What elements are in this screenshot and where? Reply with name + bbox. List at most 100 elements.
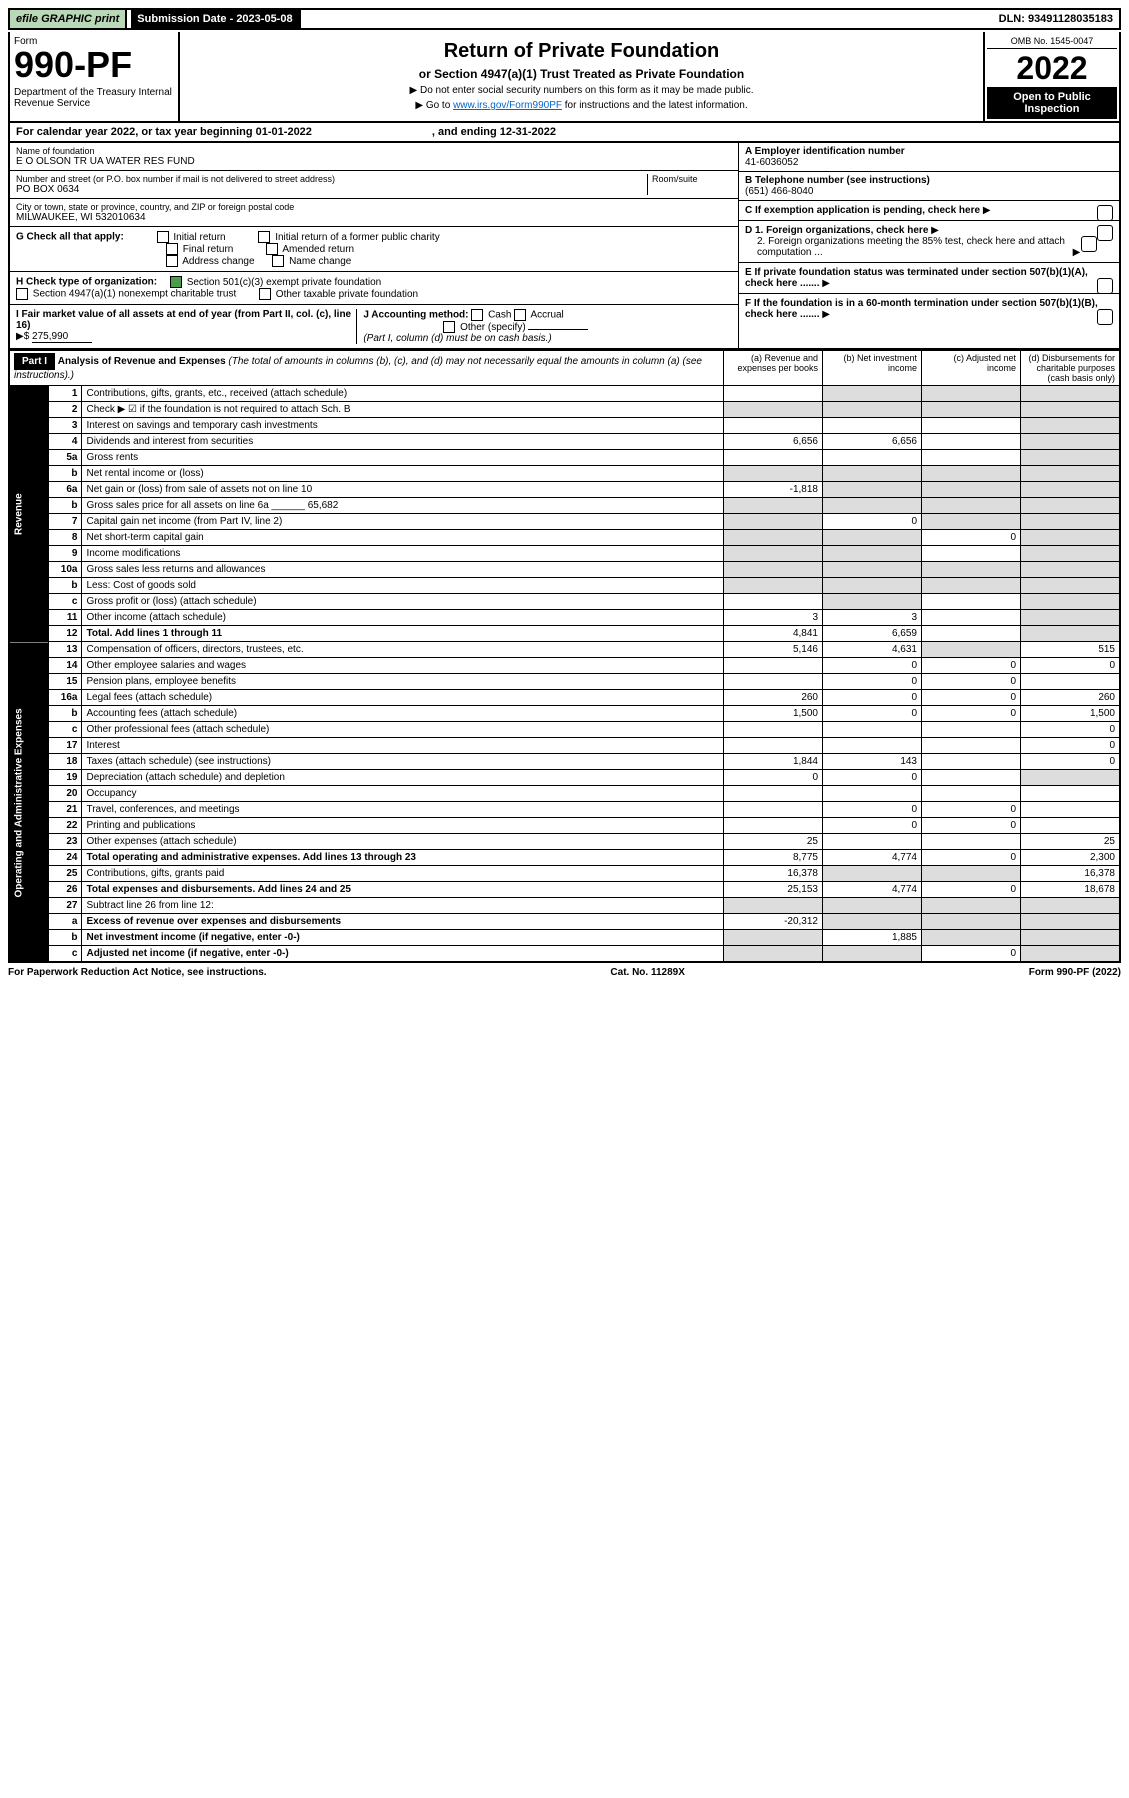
cell: 0 — [1021, 658, 1121, 674]
cell — [922, 738, 1021, 754]
checkbox-e[interactable] — [1097, 278, 1113, 294]
addr-label: Number and street (or P.O. box number if… — [16, 174, 647, 184]
cell: 25 — [1021, 834, 1121, 850]
row-desc: Pension plans, employee benefits — [82, 674, 724, 690]
cell — [922, 754, 1021, 770]
checkbox-accrual[interactable] — [514, 309, 526, 321]
cell — [724, 562, 823, 578]
cell — [1021, 930, 1121, 946]
cell: 0 — [922, 818, 1021, 834]
checkbox-c[interactable] — [1097, 205, 1113, 221]
row-num: 13 — [49, 642, 82, 658]
table-row: bNet rental income or (loss) — [9, 466, 1120, 482]
row-desc: Taxes (attach schedule) (see instruction… — [82, 754, 724, 770]
table-row: bNet investment income (if negative, ent… — [9, 930, 1120, 946]
entity-info: Name of foundation E O OLSON TR UA WATER… — [8, 143, 1121, 350]
ein-label: A Employer identification number — [745, 146, 905, 157]
table-row: 12Total. Add lines 1 through 114,8416,65… — [9, 626, 1120, 642]
checkbox-other-acct[interactable] — [443, 321, 455, 333]
cell — [724, 946, 823, 963]
cell — [724, 658, 823, 674]
cell: 515 — [1021, 642, 1121, 658]
checkbox-d1[interactable] — [1097, 225, 1113, 241]
table-row: 27Subtract line 26 from line 12: — [9, 898, 1120, 914]
cell — [724, 418, 823, 434]
cell — [1021, 546, 1121, 562]
row-num: c — [49, 946, 82, 963]
table-row: 22Printing and publications00 — [9, 818, 1120, 834]
cell — [823, 786, 922, 802]
cell — [922, 498, 1021, 514]
row-num: 23 — [49, 834, 82, 850]
checkbox-f[interactable] — [1097, 309, 1113, 325]
cell: 0 — [823, 802, 922, 818]
row-desc: Other professional fees (attach schedule… — [82, 722, 724, 738]
cell — [724, 578, 823, 594]
cell — [1021, 418, 1121, 434]
section-h: H Check type of organization: Section 50… — [10, 272, 738, 305]
row-num: b — [49, 930, 82, 946]
checkbox-cash[interactable] — [471, 309, 483, 321]
cell: 3 — [724, 610, 823, 626]
cell — [724, 898, 823, 914]
table-row: 17Interest0 — [9, 738, 1120, 754]
row-desc: Interest — [82, 738, 724, 754]
row-num: b — [49, 498, 82, 514]
row-desc: Contributions, gifts, grants, etc., rece… — [82, 386, 724, 402]
table-row: 10aGross sales less returns and allowanc… — [9, 562, 1120, 578]
section-ij: I Fair market value of all assets at end… — [10, 305, 738, 348]
row-desc: Other expenses (attach schedule) — [82, 834, 724, 850]
cell — [1021, 482, 1121, 498]
form-link[interactable]: www.irs.gov/Form990PF — [453, 100, 562, 111]
dept-label: Department of the Treasury Internal Reve… — [14, 87, 174, 109]
part1-table: Part I Analysis of Revenue and Expenses … — [8, 350, 1121, 963]
row-num: 8 — [49, 530, 82, 546]
form-subtitle: or Section 4947(a)(1) Trust Treated as P… — [184, 67, 979, 81]
cell: 0 — [823, 514, 922, 530]
row-num: 27 — [49, 898, 82, 914]
address: PO BOX 0634 — [16, 184, 647, 195]
cell — [922, 514, 1021, 530]
row-num: 22 — [49, 818, 82, 834]
calendar-year: For calendar year 2022, or tax year begi… — [8, 123, 1121, 143]
cell — [1021, 530, 1121, 546]
checkbox-other-tax[interactable] — [259, 288, 271, 300]
cell: 0 — [724, 770, 823, 786]
submission-date: Submission Date - 2023-05-08 — [131, 10, 300, 28]
cell — [823, 386, 922, 402]
cell: 0 — [823, 674, 922, 690]
i-label: I Fair market value of all assets at end… — [16, 309, 351, 331]
row-num: c — [49, 722, 82, 738]
table-row: 11Other income (attach schedule)33 — [9, 610, 1120, 626]
name-label: Name of foundation — [16, 146, 732, 156]
row-desc: Interest on savings and temporary cash i… — [82, 418, 724, 434]
cell: 1,500 — [1021, 706, 1121, 722]
row-desc: Income modifications — [82, 546, 724, 562]
row-num: 16a — [49, 690, 82, 706]
cell — [724, 450, 823, 466]
phone-value: (651) 466-8040 — [745, 186, 813, 197]
d1-label: D 1. Foreign organizations, check here — [745, 225, 928, 236]
cell — [724, 738, 823, 754]
cell: 4,841 — [724, 626, 823, 642]
tax-year: 2022 — [987, 49, 1117, 87]
cell: 18,678 — [1021, 882, 1121, 898]
cell: 0 — [922, 946, 1021, 963]
efile-badge[interactable]: efile GRAPHIC print — [10, 10, 127, 28]
checkbox-4947[interactable] — [16, 288, 28, 300]
cell — [724, 802, 823, 818]
checkbox-501c3[interactable] — [170, 276, 182, 288]
footer-left: For Paperwork Reduction Act Notice, see … — [8, 967, 267, 978]
row-desc: Printing and publications — [82, 818, 724, 834]
row-desc: Dividends and interest from securities — [82, 434, 724, 450]
table-row: 14Other employee salaries and wages000 — [9, 658, 1120, 674]
checkbox-d2[interactable] — [1081, 236, 1097, 252]
foundation-name: E O OLSON TR UA WATER RES FUND — [16, 156, 732, 167]
row-desc: Net investment income (if negative, ente… — [82, 930, 724, 946]
table-row: 23Other expenses (attach schedule)2525 — [9, 834, 1120, 850]
room-label: Room/suite — [652, 174, 732, 184]
cell — [922, 578, 1021, 594]
section-g: G Check all that apply: Initial return I… — [10, 227, 738, 272]
table-row: 2Check ▶ ☑ if the foundation is not requ… — [9, 402, 1120, 418]
cell — [724, 514, 823, 530]
